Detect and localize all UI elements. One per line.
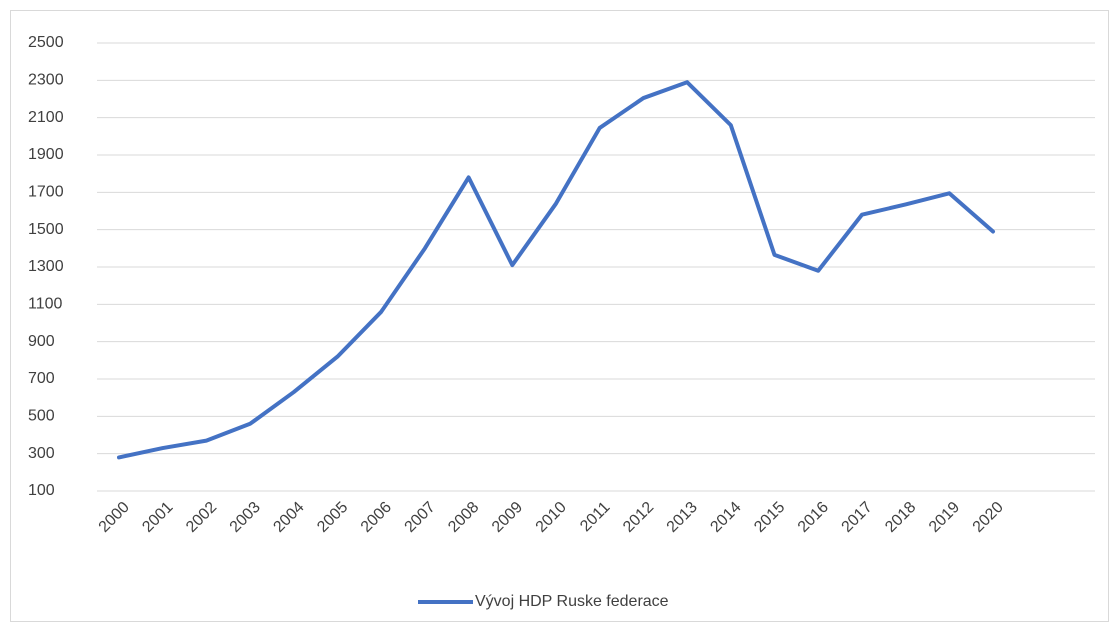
- chart-border: [10, 10, 1109, 622]
- y-tick-label: 2300: [28, 72, 64, 89]
- y-tick-label: 1300: [28, 258, 64, 275]
- y-tick-label: 900: [28, 333, 55, 350]
- y-tick-label: 1700: [28, 184, 64, 201]
- y-tick-label: 100: [28, 482, 55, 499]
- y-tick-label: 2100: [28, 109, 64, 126]
- y-tick-label: 2500: [28, 34, 64, 51]
- y-tick-label: 500: [28, 408, 55, 425]
- y-tick-label: 300: [28, 445, 55, 462]
- legend-label: Vývoj HDP Ruske federace: [475, 593, 669, 610]
- y-tick-label: 1500: [28, 221, 64, 238]
- y-tick-label: 1900: [28, 146, 64, 163]
- line: [117, 80, 995, 460]
- y-tick-label: 1100: [28, 296, 63, 313]
- y-tick-label: 700: [28, 370, 55, 387]
